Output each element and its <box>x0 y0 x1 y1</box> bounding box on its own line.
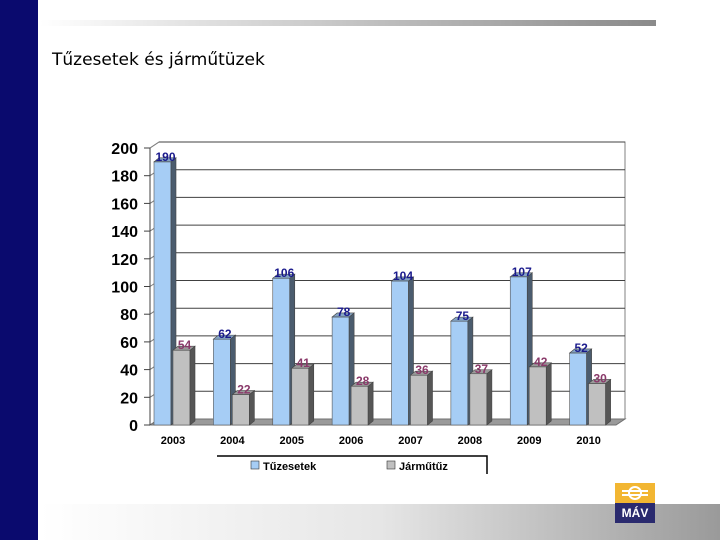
rail-emblem-icon <box>622 486 648 500</box>
x-tick-label-2003: 2003 <box>161 435 185 447</box>
data-label-Járműtűz-2006: 28 <box>356 374 370 388</box>
y-tick-label: 0 <box>129 418 138 435</box>
bar-Tűzesetek-2009 <box>509 276 528 426</box>
bar-Tűzesetek-2004 <box>213 338 231 426</box>
bar-side-Járműtűz-2007 <box>427 370 433 426</box>
bar-top-Tűzesetek-2004 <box>212 334 237 340</box>
bar-Járműtűz-2008 <box>469 373 488 426</box>
mav-logo: MÁV <box>615 483 655 523</box>
bar-Járműtűz-2009 <box>528 366 547 426</box>
data-label-Tűzesetek-2004: 62 <box>218 327 232 341</box>
bar-Tűzesetek-2005 <box>272 277 291 426</box>
y-tick-label: 60 <box>120 335 138 352</box>
left-color-band <box>0 0 38 540</box>
bar-top-Járműtűz-2005 <box>290 363 315 369</box>
bar-top-Járműtűz-2003 <box>172 345 196 351</box>
labels-layer: 0 20 40 60 80 100 120 140 160 180 200 190 54 2003 62 22… <box>111 141 607 447</box>
data-label-Járműtűz-2003: 54 <box>178 338 192 352</box>
bar-top-Járműtűz-2008 <box>469 369 493 375</box>
y-tick-label: 140 <box>111 224 138 241</box>
bar-Járműtűz-2003 <box>172 349 191 426</box>
bar-top-Járműtűz-2006 <box>350 381 374 387</box>
data-label-Tűzesetek-2007: 104 <box>393 269 413 283</box>
gridline-diag <box>149 141 160 149</box>
legend: Tűzesetek Járműtűz <box>217 455 488 474</box>
bar-top-Járműtűz-2010 <box>587 379 612 384</box>
x-tick-label-2008: 2008 <box>458 435 482 447</box>
x-tick-label-2007: 2007 <box>398 435 422 447</box>
legend-swatch-Tűzesetek <box>250 460 260 470</box>
bar-top-Járműtűz-2007 <box>409 370 434 376</box>
bar-side-Járműtűz-2003 <box>189 345 196 426</box>
data-label-Tűzesetek-2008: 75 <box>456 309 470 323</box>
legend-frame <box>217 455 488 474</box>
y-tick-label: 120 <box>111 252 138 269</box>
bar-top-Tűzesetek-2005 <box>271 273 296 279</box>
legend-swatch-Járműtűz <box>386 460 396 470</box>
data-label-Tűzesetek-2006: 78 <box>337 305 351 319</box>
bar-Tűzesetek-2010 <box>569 352 587 426</box>
bar-top-Tűzesetek-2003 <box>153 157 177 163</box>
data-label-Járműtűz-2008: 37 <box>475 362 489 376</box>
bar-side-Járműtűz-2010 <box>605 378 611 426</box>
data-label-Járműtűz-2009: 42 <box>534 355 548 369</box>
data-label-Tűzesetek-2005: 106 <box>274 266 294 280</box>
data-label-Járműtűz-2007: 36 <box>415 363 429 377</box>
bar-top-Járműtűz-2004 <box>231 390 256 395</box>
bottom-gradient-bar <box>40 504 720 540</box>
bar-Járműtűz-2006 <box>350 385 369 426</box>
bars-layer <box>153 157 612 426</box>
x-tick-label-2010: 2010 <box>576 435 600 447</box>
y-tick-label: 20 <box>120 390 138 407</box>
bar-Járműtűz-2010 <box>588 383 606 426</box>
y-tick-label: 80 <box>120 307 138 324</box>
bar-Tűzesetek-2003 <box>153 161 172 426</box>
bar-top-Járműtűz-2009 <box>528 362 553 368</box>
legend-label-Járműtűz: Járműtűz <box>399 461 448 473</box>
bar-Tűzesetek-2007 <box>391 280 409 426</box>
logo-emblem <box>615 483 655 503</box>
bar-Járműtűz-2007 <box>410 374 428 426</box>
data-label-Tűzesetek-2009: 107 <box>512 265 532 279</box>
data-label-Tűzesetek-2003: 190 <box>155 150 175 164</box>
y-tick-label: 180 <box>111 169 138 186</box>
bar-side-Járműtűz-2008 <box>486 369 493 426</box>
bar-top-Tűzesetek-2009 <box>509 272 534 278</box>
legend-label-Tűzesetek: Tűzesetek <box>263 461 317 473</box>
x-tick-label-2009: 2009 <box>517 435 541 447</box>
slide-title: Tűzesetek és járműtüzek <box>52 50 265 70</box>
bar-top-Tűzesetek-2010 <box>568 348 593 354</box>
bar-side-Járműtűz-2005 <box>308 363 315 426</box>
data-label-Járműtűz-2004: 22 <box>237 383 251 397</box>
bar-Járműtűz-2004 <box>232 394 250 426</box>
x-tick-label-2006: 2006 <box>339 435 363 447</box>
logo-text: MÁV <box>615 503 655 523</box>
bar-side-Járműtűz-2006 <box>367 381 374 426</box>
bar-side-Járműtűz-2009 <box>545 362 552 426</box>
y-tick-label: 100 <box>111 280 138 297</box>
bar-Tűzesetek-2006 <box>331 316 350 426</box>
bar-top-Tűzesetek-2008 <box>450 316 474 322</box>
data-label-Járműtűz-2010: 30 <box>593 371 607 385</box>
y-tick-label: 160 <box>111 196 138 213</box>
x-tick-label-2004: 2004 <box>220 435 245 447</box>
bar-Tűzesetek-2008 <box>450 320 469 426</box>
y-tick-label: 200 <box>111 141 138 158</box>
top-gradient-bar <box>40 20 656 26</box>
data-label-Járműtűz-2005: 41 <box>297 356 311 370</box>
bar-top-Tűzesetek-2007 <box>390 276 415 282</box>
x-tick-label-2005: 2005 <box>280 435 304 447</box>
bar-Járműtűz-2005 <box>291 367 310 426</box>
y-tick-label: 40 <box>120 363 138 380</box>
bar-top-Tűzesetek-2006 <box>331 312 355 318</box>
data-label-Tűzesetek-2010: 52 <box>574 341 588 355</box>
